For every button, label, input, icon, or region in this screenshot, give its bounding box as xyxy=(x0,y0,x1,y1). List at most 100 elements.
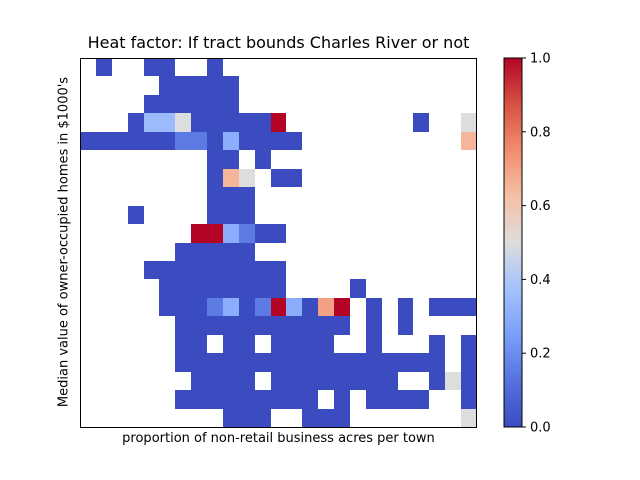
heatmap-cell xyxy=(461,372,477,390)
colorbar xyxy=(503,57,523,428)
heatmap-cell xyxy=(191,353,207,372)
heatmap-cell xyxy=(207,132,223,150)
heatmap-cell xyxy=(239,169,255,187)
heatmap-cell xyxy=(144,132,159,150)
heatmap-cell xyxy=(255,316,271,335)
heatmap-cell xyxy=(429,353,445,372)
heatmap-cell xyxy=(302,298,318,316)
heatmap-cell xyxy=(175,243,191,261)
heatmap-cell xyxy=(207,279,223,298)
heatmap-cell xyxy=(318,353,334,372)
heatmap-cell xyxy=(223,95,239,113)
heatmap-cell xyxy=(350,353,366,372)
heatmap-cell xyxy=(191,372,207,390)
heatmap-cell xyxy=(302,353,318,372)
heatmap-cell xyxy=(286,169,302,187)
heatmap-cell xyxy=(366,372,382,390)
heatmap-cell xyxy=(207,243,223,261)
heatmap-cell xyxy=(461,390,477,409)
heatmap-cell xyxy=(223,76,239,95)
heatmap-cell xyxy=(223,335,239,353)
heatmap-cell xyxy=(382,390,398,409)
colorbar-tick-label: 0.4 xyxy=(530,273,551,288)
heatmap-cell xyxy=(461,298,477,316)
heatmap-cell xyxy=(191,390,207,409)
heatmap-cell xyxy=(239,113,255,132)
heatmap-cell xyxy=(128,206,144,224)
heatmap-cell xyxy=(207,372,223,390)
heatmap-cell xyxy=(175,298,191,316)
heatmap-cell xyxy=(398,316,413,335)
heatmap-cell xyxy=(191,224,207,243)
chart-title: Heat factor: If tract bounds Charles Riv… xyxy=(87,33,470,52)
heatmap-cell xyxy=(191,298,207,316)
heatmap-cell xyxy=(239,206,255,224)
heatmap-cell xyxy=(207,206,223,224)
heatmap-cell xyxy=(271,224,286,243)
heatmap-cell xyxy=(223,390,239,409)
heatmap-cell xyxy=(207,298,223,316)
heatmap-cell xyxy=(159,261,175,279)
heatmap-cell xyxy=(191,76,207,95)
heatmap-cell xyxy=(318,372,334,390)
heatmap-cell xyxy=(207,113,223,132)
heatmap-cell xyxy=(175,95,191,113)
heatmap-cell xyxy=(302,390,318,409)
heatmap-cell xyxy=(223,279,239,298)
heatmap-cell xyxy=(255,298,271,316)
heatmap-cell xyxy=(255,279,271,298)
heatmap-cell xyxy=(207,224,223,243)
heatmap-cell xyxy=(239,132,255,150)
heatmap-cell xyxy=(318,298,334,316)
heatmap-cell xyxy=(207,187,223,206)
heatmap-cell xyxy=(112,132,128,150)
heatmap-cell xyxy=(382,372,398,390)
heatmap-cell xyxy=(286,335,302,353)
heatmap-cell xyxy=(239,298,255,316)
heatmap-cell xyxy=(350,372,366,390)
heatmap-cell xyxy=(223,372,239,390)
heatmap-cell xyxy=(223,113,239,132)
heatmap-cell xyxy=(318,409,334,427)
heatmap-cell xyxy=(144,95,159,113)
heatmap-cell xyxy=(159,95,175,113)
heatmap-cell xyxy=(144,261,159,279)
heatmap-cell xyxy=(302,409,318,427)
colorbar-tick-label: 0.8 xyxy=(530,125,551,140)
heatmap-cell xyxy=(159,279,175,298)
heatmap-cell xyxy=(239,224,255,243)
heatmap-cell xyxy=(461,113,477,132)
heatmap-cell xyxy=(366,335,382,353)
heatmap-cell xyxy=(159,298,175,316)
heatmap-cell xyxy=(239,353,255,372)
heatmap-cell xyxy=(461,335,477,353)
heatmap-cell xyxy=(366,316,382,335)
heatmap-cell xyxy=(175,279,191,298)
heatmap-cell xyxy=(271,113,286,132)
heatmap-cell xyxy=(207,390,223,409)
heatmap-cell xyxy=(239,316,255,335)
heatmap-cell xyxy=(191,132,207,150)
heatmap-cell xyxy=(398,353,413,372)
heatmap-cell xyxy=(223,187,239,206)
heatmap-cell xyxy=(334,353,350,372)
heatmap-cell xyxy=(175,335,191,353)
heatmap-cell xyxy=(96,132,112,150)
heatmap-cell xyxy=(239,372,255,390)
heatmap-cell xyxy=(286,372,302,390)
heatmap-cell xyxy=(334,372,350,390)
heatmap-cell xyxy=(144,113,159,132)
x-axis-label: proportion of non-retail business acres … xyxy=(122,431,435,446)
heatmap-cell xyxy=(239,409,255,427)
heatmap-cell xyxy=(255,261,271,279)
heatmap-cell xyxy=(175,316,191,335)
heatmap-cell xyxy=(159,76,175,95)
heatmap-cell xyxy=(255,409,271,427)
heatmap-cell xyxy=(334,298,350,316)
heatmap-cell xyxy=(286,132,302,150)
heatmap-cell xyxy=(271,132,286,150)
heatmap-cell xyxy=(239,279,255,298)
heatmap-cell xyxy=(207,58,223,76)
heatmap-cell xyxy=(271,353,286,372)
heatmap-cell xyxy=(223,243,239,261)
